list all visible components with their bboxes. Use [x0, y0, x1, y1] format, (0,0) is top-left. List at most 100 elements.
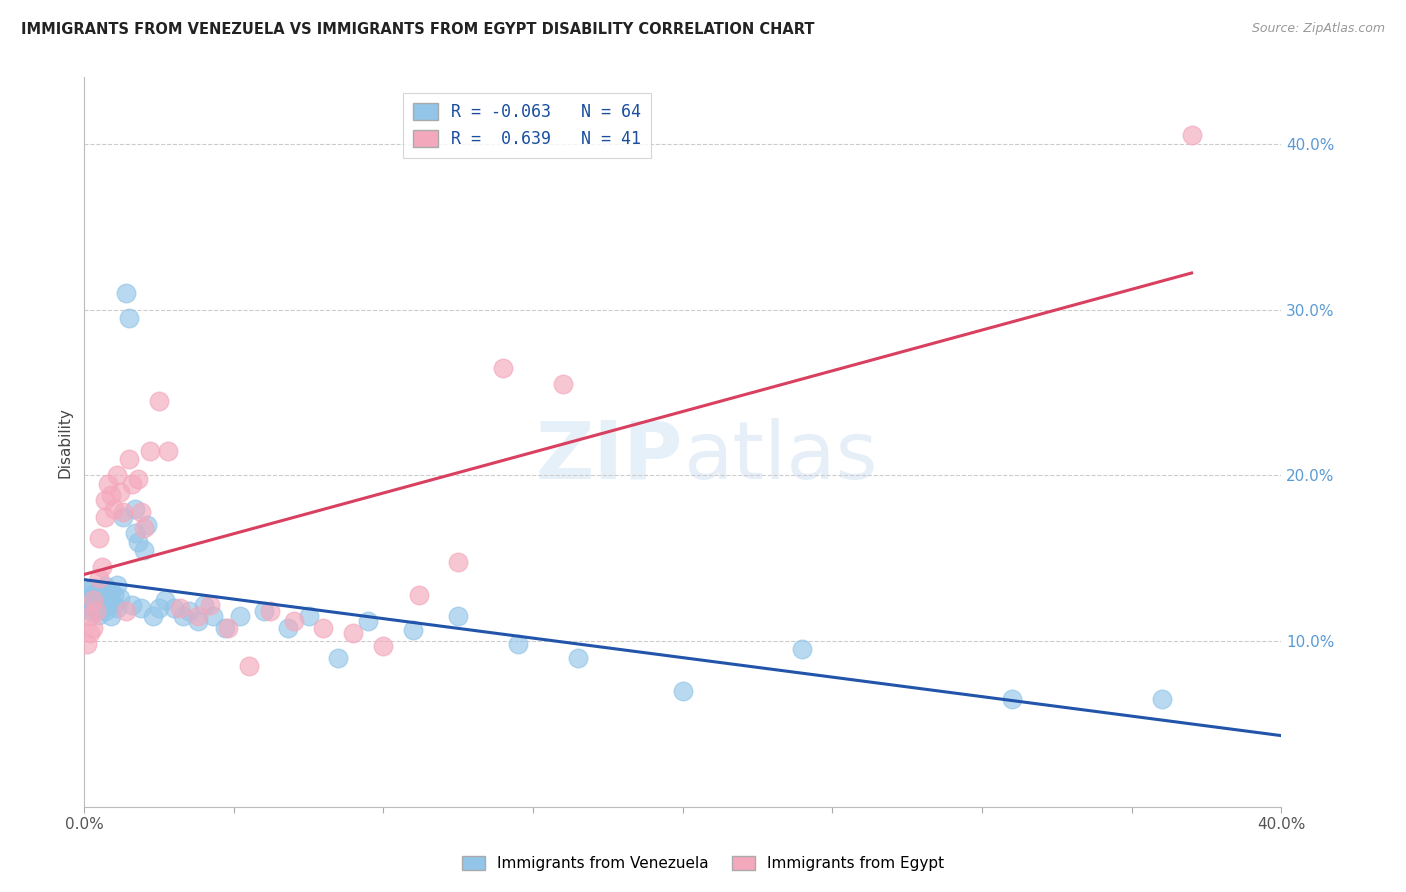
Point: [100, 584, 122, 599]
Point: [492, 360, 515, 375]
Point: [228, 609, 250, 624]
Point: [217, 621, 239, 635]
Point: [121, 598, 143, 612]
Point: [100, 609, 122, 624]
Point: [115, 285, 138, 300]
Point: [283, 615, 305, 629]
Text: ZIP: ZIP: [536, 417, 683, 496]
Point: [792, 642, 814, 657]
Point: [153, 592, 176, 607]
Point: [76, 584, 98, 599]
Point: [94, 594, 117, 608]
Point: [82, 591, 104, 605]
Point: [169, 601, 191, 615]
Point: [132, 521, 155, 535]
Point: [312, 621, 335, 635]
Point: [87, 596, 110, 610]
Point: [357, 615, 380, 629]
Point: [87, 590, 110, 604]
Point: [342, 626, 364, 640]
Point: [82, 599, 104, 614]
Point: [91, 559, 114, 574]
Point: [148, 393, 170, 408]
Point: [94, 604, 117, 618]
Point: [328, 650, 350, 665]
Point: [76, 601, 98, 615]
Point: [297, 609, 319, 624]
Point: [187, 609, 209, 624]
Legend: Immigrants from Venezuela, Immigrants from Egypt: Immigrants from Venezuela, Immigrants fr…: [456, 850, 950, 877]
Point: [124, 501, 146, 516]
Point: [79, 626, 101, 640]
Point: [447, 555, 470, 569]
Point: [121, 476, 143, 491]
Point: [97, 590, 120, 604]
Point: [373, 639, 395, 653]
Point: [148, 601, 170, 615]
Point: [1150, 692, 1173, 706]
Text: IMMIGRANTS FROM VENEZUELA VS IMMIGRANTS FROM EGYPT DISABILITY CORRELATION CHART: IMMIGRANTS FROM VENEZUELA VS IMMIGRANTS …: [21, 22, 814, 37]
Point: [567, 650, 589, 665]
Point: [201, 609, 224, 624]
Point: [142, 609, 165, 624]
Point: [105, 578, 128, 592]
Point: [135, 518, 157, 533]
Point: [94, 579, 117, 593]
Point: [103, 588, 125, 602]
Point: [551, 377, 574, 392]
Point: [238, 659, 260, 673]
Point: [87, 582, 110, 597]
Point: [94, 509, 117, 524]
Point: [198, 598, 221, 612]
Point: [82, 621, 104, 635]
Point: [139, 443, 162, 458]
Point: [79, 609, 101, 624]
Point: [402, 623, 425, 637]
Point: [108, 591, 131, 605]
Point: [84, 586, 107, 600]
Point: [103, 598, 125, 612]
Point: [127, 534, 149, 549]
Point: [129, 505, 152, 519]
Point: [105, 468, 128, 483]
Point: [252, 604, 274, 618]
Point: [177, 604, 200, 618]
Point: [132, 543, 155, 558]
Point: [118, 310, 141, 325]
Point: [118, 451, 141, 466]
Point: [82, 581, 104, 595]
Point: [111, 505, 134, 519]
Point: [91, 598, 114, 612]
Point: [1001, 692, 1024, 706]
Point: [87, 532, 110, 546]
Point: [408, 588, 430, 602]
Point: [84, 602, 107, 616]
Point: [672, 684, 695, 698]
Point: [97, 599, 120, 614]
Point: [156, 443, 179, 458]
Point: [79, 588, 101, 602]
Point: [277, 621, 299, 635]
Point: [127, 472, 149, 486]
Point: [84, 594, 107, 608]
Point: [129, 601, 152, 615]
Point: [87, 607, 110, 622]
Point: [97, 476, 120, 491]
Point: [87, 571, 110, 585]
Point: [124, 526, 146, 541]
Text: atlas: atlas: [683, 417, 877, 496]
Legend: R = -0.063   N = 64, R =  0.639   N = 41: R = -0.063 N = 64, R = 0.639 N = 41: [404, 93, 651, 158]
Point: [76, 638, 98, 652]
Point: [79, 598, 101, 612]
Point: [84, 604, 107, 618]
Point: [103, 501, 125, 516]
Point: [214, 621, 236, 635]
Point: [82, 592, 104, 607]
Point: [1181, 128, 1204, 143]
Point: [259, 604, 281, 618]
Point: [108, 485, 131, 500]
Point: [105, 601, 128, 615]
Point: [111, 509, 134, 524]
Point: [91, 588, 114, 602]
Y-axis label: Disability: Disability: [58, 407, 72, 477]
